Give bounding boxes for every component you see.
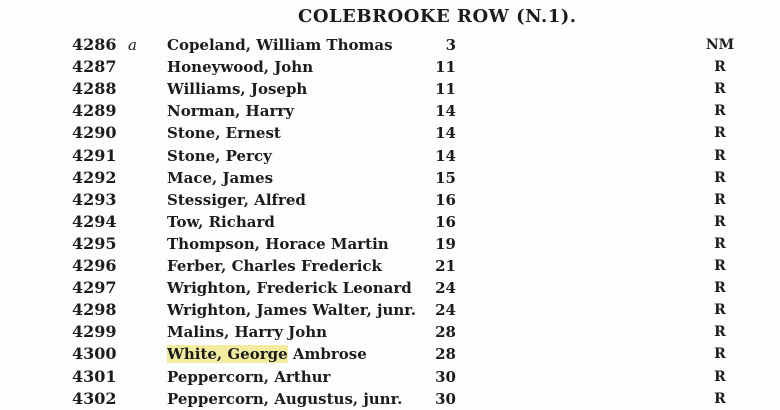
elector-name: Malins, Harry John [167, 323, 328, 342]
qualification: R [714, 346, 726, 363]
elector-name: Ferber, Charles Frederick [167, 257, 382, 275]
qualification: R [714, 147, 726, 164]
house-number: 3 [445, 36, 456, 54]
elector-number: 4294 [72, 211, 117, 231]
name-rest: Ambrose [287, 345, 367, 364]
elector-name: Tow, Richard [167, 212, 275, 231]
house-number: 28 [435, 323, 456, 342]
elector-number: 4292 [72, 167, 117, 187]
house-number: 14 [435, 146, 456, 165]
elector-name: Wrighton, Frederick Leonard [167, 279, 412, 298]
qualification: R [714, 213, 726, 230]
elector-number: 4302 [72, 388, 117, 408]
house-number: 30 [435, 367, 456, 386]
register-entry: 4293 Stessiger, Alfred 16 R [0, 189, 780, 211]
elector-number: 4287 [72, 57, 117, 77]
register-entry: 4287 Honeywood, John 11 R [0, 56, 780, 78]
qualification: R [714, 280, 726, 297]
house-number: 14 [435, 124, 456, 143]
elector-name: Williams, Joseph [167, 80, 308, 99]
qualification: R [714, 103, 726, 120]
elector-name: Mace, James [167, 168, 274, 187]
qualification: R [714, 191, 726, 208]
elector-name: Wrighton, James Walter, junr. [167, 301, 417, 320]
register-entry: 4292 Mace, James 15 R [0, 167, 780, 189]
elector-name: Stone, Percy [167, 146, 272, 165]
elector-number: 4299 [72, 322, 117, 342]
elector-number: 4289 [72, 101, 117, 121]
qualification: R [714, 258, 726, 274]
house-number: 14 [435, 102, 456, 121]
register-entry: 4302 Peppercorn, Augustus, junr. 30 R [0, 388, 780, 410]
elector-number: 4291 [72, 145, 117, 165]
elector-number: 4290 [72, 123, 117, 143]
qualification: R [714, 390, 726, 407]
house-number: 30 [435, 389, 456, 408]
elector-name: White, George Ambrose [167, 343, 367, 365]
entry-mark: a [128, 36, 137, 54]
elector-name: Stessiger, Alfred [167, 190, 306, 209]
elector-number: 4296 [72, 256, 117, 275]
register-entry: 4297 Wrighton, Frederick Leonard 24 R [0, 277, 780, 299]
highlighted-name: White, George [167, 345, 288, 364]
house-number: 11 [435, 58, 456, 77]
register-entry: 4289 Norman, Harry 14 R [0, 100, 780, 122]
register-entry: 4288 Williams, Joseph 11 R [0, 78, 780, 100]
elector-number: 4286 [72, 35, 117, 54]
register-entry: 4290 Stone, Ernest 14 R [0, 122, 780, 144]
elector-name: Peppercorn, Augustus, junr. [167, 389, 403, 408]
register-entry: 4300 White, George Ambrose 28 R [0, 343, 780, 365]
elector-number: 4300 [72, 344, 117, 364]
register-entry: 4298 Wrighton, James Walter, junr. 24 R [0, 299, 780, 321]
elector-number: 4295 [72, 233, 117, 253]
qualification: R [714, 125, 726, 142]
house-number: 16 [435, 212, 456, 231]
elector-name: Honeywood, John [167, 58, 314, 77]
house-number: 16 [435, 190, 456, 209]
house-number: 15 [435, 168, 456, 187]
elector-number: 4288 [72, 79, 117, 99]
elector-name: Thompson, Horace Martin [167, 234, 389, 253]
qualification: R [714, 302, 726, 319]
qualification: R [714, 235, 726, 252]
elector-number: 4293 [72, 189, 117, 209]
house-number: 11 [435, 80, 456, 99]
house-number: 24 [435, 279, 456, 298]
register-entry: 4299 Malins, Harry John 28 R [0, 321, 780, 343]
street-heading: COLEBROOKE ROW (N.1). [298, 6, 577, 27]
register-entry: 4295 Thompson, Horace Martin 19 R [0, 233, 780, 255]
qualification: R [714, 81, 726, 98]
qualification: R [714, 169, 726, 186]
qualification: R [714, 368, 726, 385]
elector-number: 4298 [72, 300, 117, 320]
register-entry: 4296 Ferber, Charles Frederick 21 R [0, 255, 780, 277]
qualification: R [714, 324, 726, 341]
register-entry: 4294 Tow, Richard 16 R [0, 211, 780, 233]
house-number: 21 [435, 257, 456, 275]
house-number: 19 [435, 234, 456, 253]
register-entry: 4286 a Copeland, William Thomas 3 NM [0, 34, 780, 56]
house-number: 28 [435, 345, 456, 364]
house-number: 24 [435, 301, 456, 320]
register-entry: 4291 Stone, Percy 14 R [0, 145, 780, 167]
elector-name: Stone, Ernest [167, 124, 281, 143]
elector-name: Copeland, William Thomas [167, 36, 393, 54]
qualification: R [714, 59, 726, 76]
elector-number: 4297 [72, 278, 117, 298]
elector-name: Peppercorn, Arthur [167, 367, 331, 386]
elector-name: Norman, Harry [167, 102, 294, 121]
register-entry: 4301 Peppercorn, Arthur 30 R [0, 366, 780, 388]
elector-number: 4301 [72, 366, 117, 386]
qualification: NM [705, 37, 735, 53]
